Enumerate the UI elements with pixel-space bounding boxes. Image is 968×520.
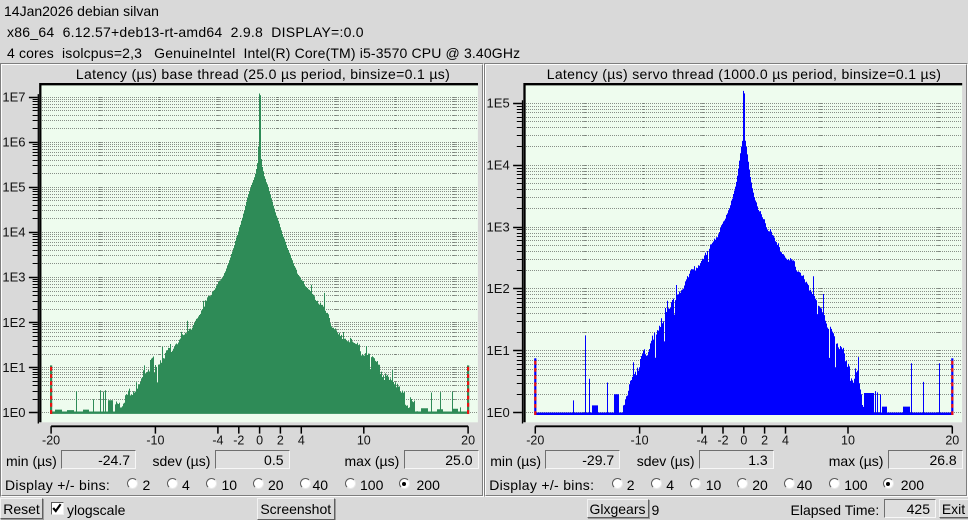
svg-text:20: 20	[461, 434, 475, 448]
svg-text:-10: -10	[146, 434, 164, 448]
svg-text:1E1: 1E1	[487, 343, 510, 358]
svg-text:4: 4	[298, 434, 305, 448]
svg-text:1E0: 1E0	[2, 405, 25, 420]
svg-text:0: 0	[740, 434, 747, 448]
svg-text:1E7: 1E7	[2, 89, 25, 104]
svg-text:-2: -2	[233, 434, 244, 448]
svg-text:-20: -20	[526, 434, 544, 448]
svg-text:4: 4	[782, 434, 789, 448]
svg-text:-4: -4	[697, 434, 708, 448]
svg-text:1E6: 1E6	[2, 134, 25, 149]
svg-text:1E3: 1E3	[487, 219, 510, 234]
svg-text:1E2: 1E2	[487, 281, 510, 296]
svg-text:1E2: 1E2	[2, 315, 25, 330]
svg-text:1E3: 1E3	[2, 270, 25, 285]
svg-text:-2: -2	[717, 434, 728, 448]
svg-text:-4: -4	[212, 434, 223, 448]
svg-text:1E4: 1E4	[487, 157, 510, 172]
svg-text:1E4: 1E4	[2, 225, 25, 240]
svg-text:0: 0	[256, 434, 263, 448]
svg-text:-10: -10	[631, 434, 649, 448]
svg-text:10: 10	[357, 434, 371, 448]
svg-text:1E5: 1E5	[2, 180, 25, 195]
svg-text:10: 10	[841, 434, 855, 448]
svg-text:20: 20	[945, 434, 959, 448]
svg-text:2: 2	[761, 434, 768, 448]
svg-text:-20: -20	[42, 434, 60, 448]
svg-text:1E5: 1E5	[487, 96, 510, 111]
svg-text:1E0: 1E0	[487, 405, 510, 420]
svg-text:1E1: 1E1	[2, 360, 25, 375]
svg-text:2: 2	[277, 434, 284, 448]
